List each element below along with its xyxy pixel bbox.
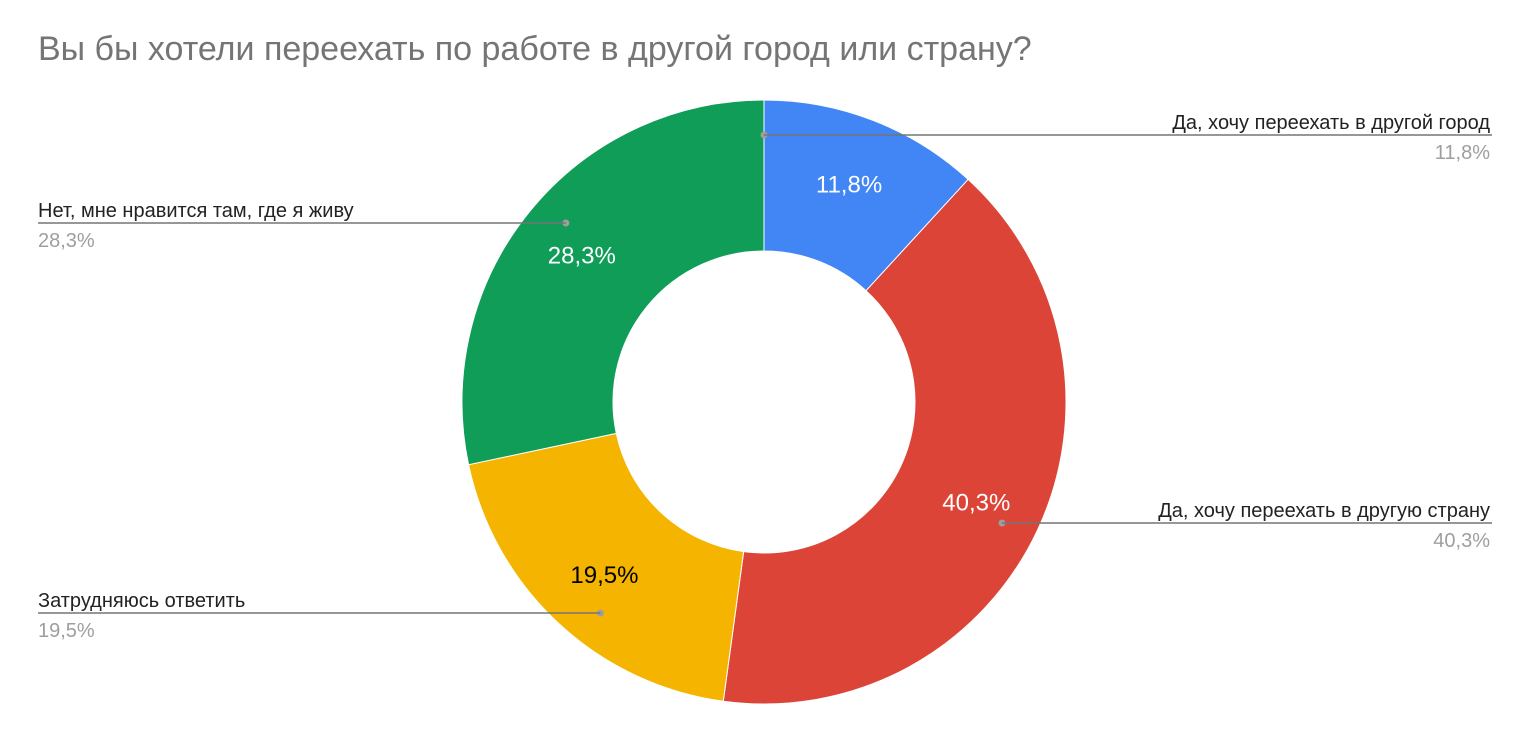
legend-value-1: 11,8% — [1435, 142, 1490, 164]
slice-labels-layer: 11,8% 40,3% 19,5% 28,3% — [548, 171, 1011, 588]
legend-label-2: Да, хочу переехать в другую страну — [1158, 500, 1490, 522]
legend-label-3: Затрудняюсь ответить — [38, 590, 245, 612]
slice-4 — [461, 99, 765, 466]
slice-2 — [722, 178, 1067, 705]
legend-value-3: 19,5% — [38, 620, 95, 642]
legend-label-4: Нет, мне нравится там, где я живу — [38, 200, 354, 222]
chart-title: Вы бы хотели переехать по работе в друго… — [38, 30, 1032, 68]
slice-value-label-1: 11,8% — [816, 171, 882, 198]
legend-value-4: 28,3% — [38, 230, 95, 252]
slice-value-label-3: 19,5% — [570, 562, 638, 589]
slice-value-label-4: 28,3% — [548, 242, 616, 269]
legend-value-2: 40,3% — [1433, 530, 1490, 552]
slices-layer — [461, 99, 1067, 705]
legend-label-1: Да, хочу переехать в другой город — [1172, 112, 1490, 134]
slice-3 — [467, 432, 745, 702]
callout-legend-layer: Да, хочу переехать в другой город 11,8% Да… — [38, 112, 1492, 642]
slice-value-label-2: 40,3% — [942, 490, 1010, 517]
slice-1 — [763, 99, 969, 292]
